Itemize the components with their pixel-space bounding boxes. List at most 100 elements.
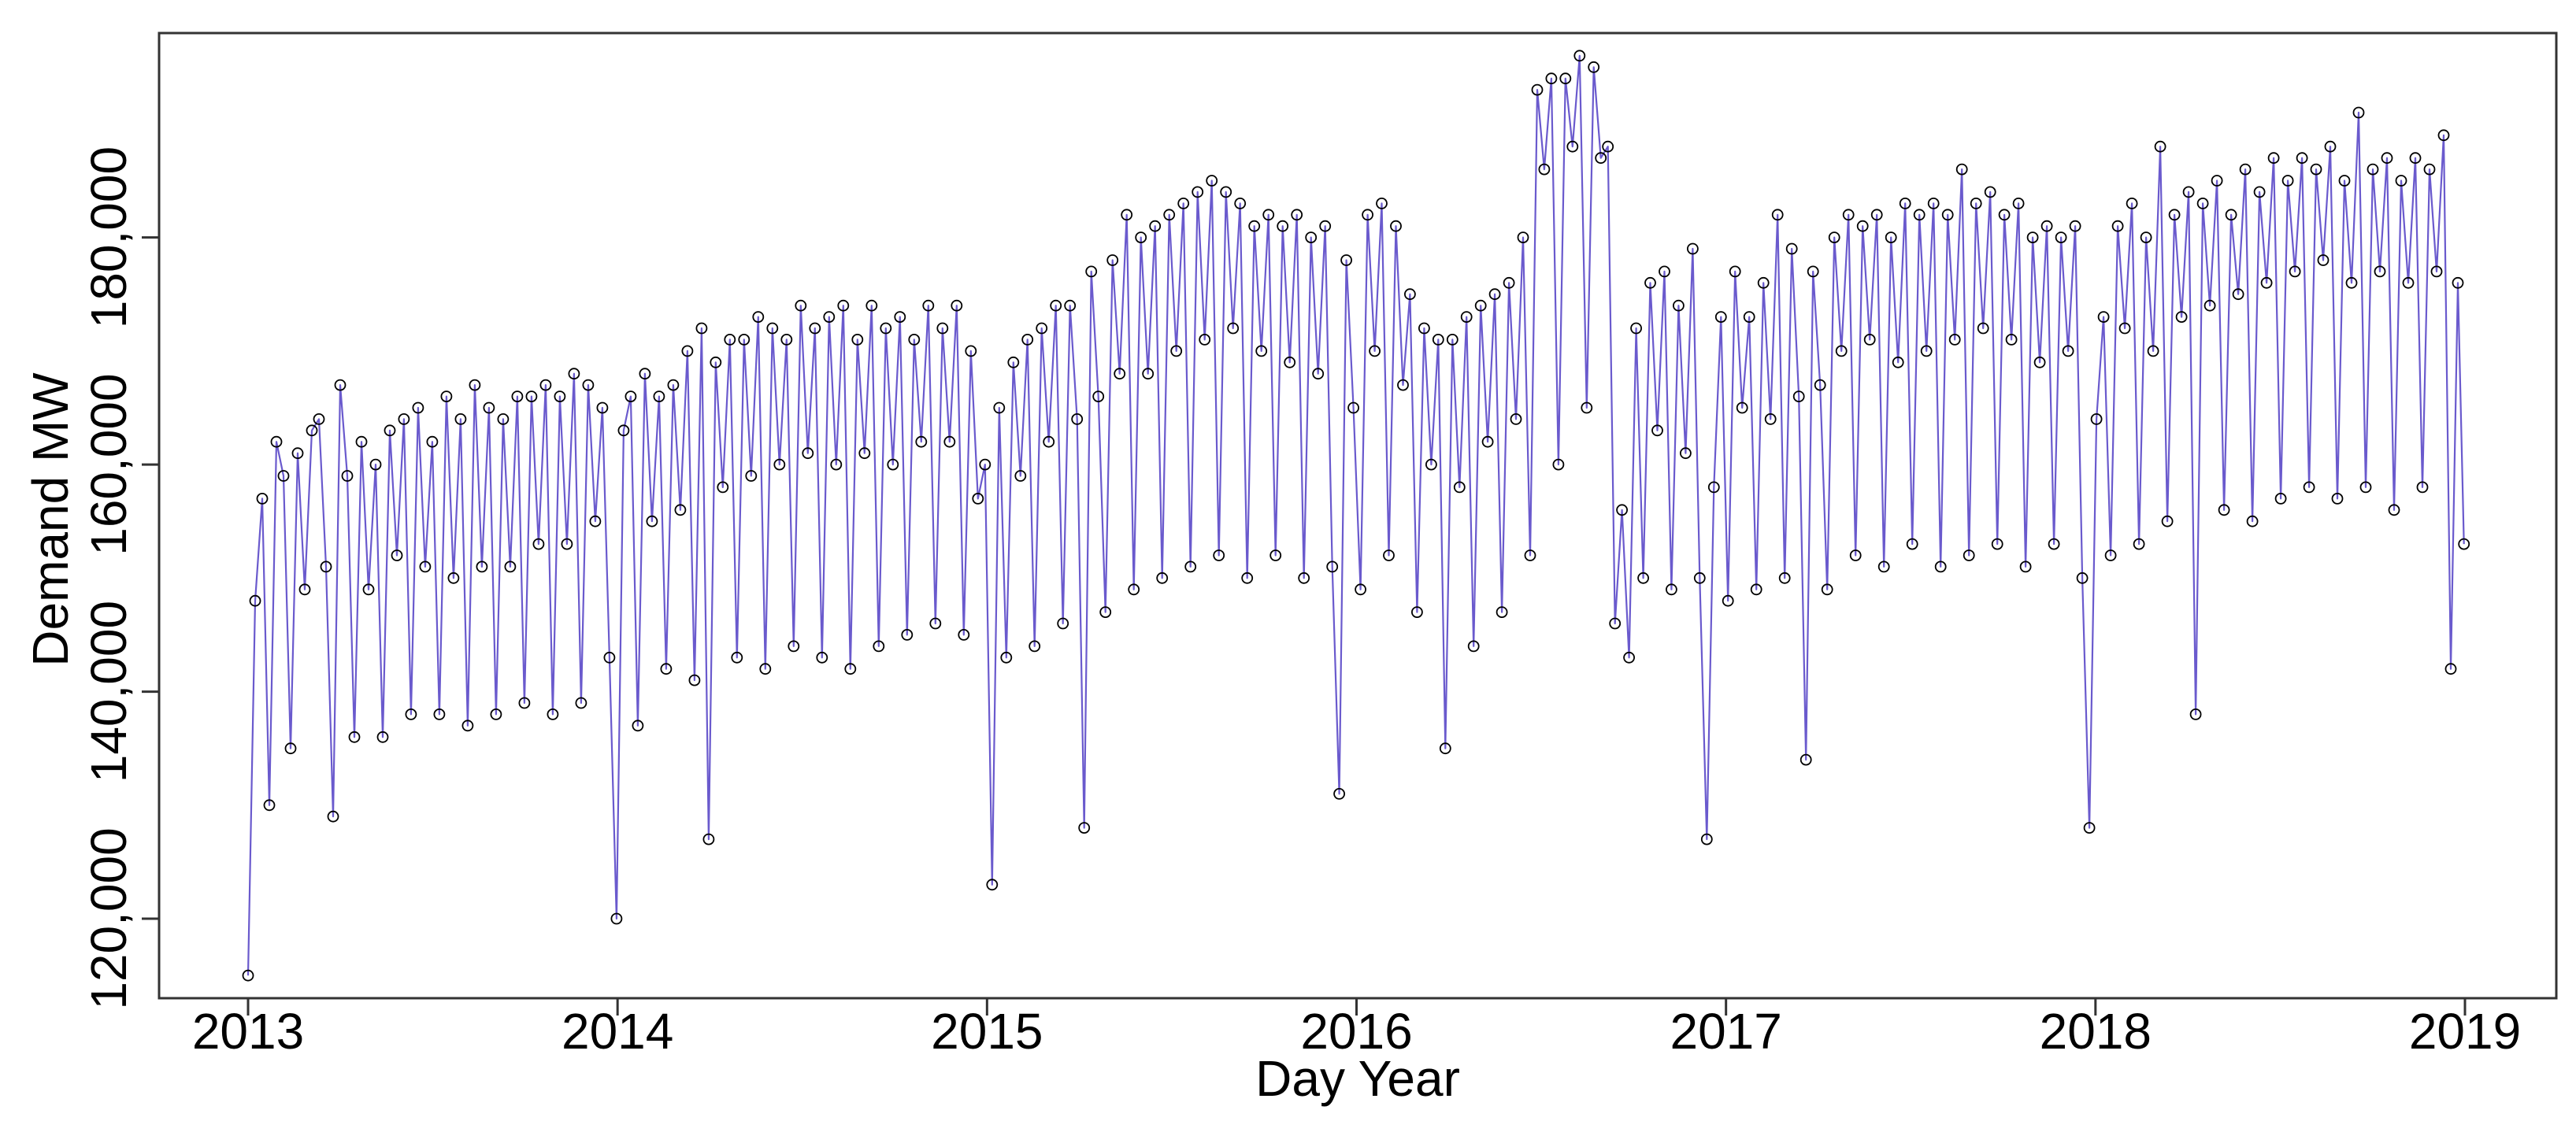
data-point (1284, 356, 1296, 368)
data-point (1312, 368, 1325, 380)
x-tick-label: 2015 (931, 1003, 1043, 1060)
data-point (412, 401, 424, 414)
data-point (362, 583, 375, 596)
data-point (816, 651, 828, 664)
data-point (1998, 209, 2011, 221)
data-point (1347, 401, 1359, 414)
x-tick-label: 2014 (562, 1003, 673, 1060)
data-point (1814, 379, 1826, 391)
data-point (681, 345, 694, 357)
data-point (2033, 356, 2046, 368)
data-point (646, 515, 658, 527)
data-point (2175, 311, 2188, 324)
data-point (1581, 401, 1593, 414)
data-point (1404, 288, 1416, 301)
data-point (2395, 175, 2407, 187)
data-point (610, 912, 623, 925)
data-point (1192, 186, 1204, 198)
data-point (1757, 276, 1770, 289)
data-point (972, 493, 984, 505)
data-point (1665, 583, 1677, 596)
data-point (539, 379, 552, 391)
data-point (1700, 833, 1713, 845)
data-point (284, 742, 297, 755)
data-point (532, 538, 545, 550)
y-axis: 120,000 140,000 160,000 180,000 (80, 146, 161, 1010)
data-point (2430, 265, 2443, 278)
data-point (277, 470, 290, 482)
data-point (1672, 299, 1685, 312)
data-point (2331, 493, 2344, 505)
data-point (575, 697, 587, 709)
data-point (454, 413, 467, 425)
data-point (795, 299, 807, 312)
data-point (2232, 288, 2244, 301)
x-tick-label: 2013 (192, 1003, 304, 1060)
data-point (2012, 197, 2025, 209)
data-point (1538, 163, 1551, 176)
data-point (2026, 231, 2039, 244)
data-point (936, 322, 949, 335)
data-point (440, 390, 453, 403)
data-point (476, 560, 488, 573)
data-point (2126, 197, 2138, 209)
data-point (1291, 209, 1303, 221)
data-point (1630, 322, 1643, 335)
data-point (1411, 606, 1423, 618)
data-point (2040, 220, 2053, 232)
data-point (1595, 152, 1607, 165)
data-point (1510, 413, 1522, 425)
data-point (348, 731, 361, 743)
data-point (1376, 197, 1388, 209)
data-point (263, 799, 276, 812)
data-point (376, 731, 389, 743)
data-point (2388, 504, 2400, 516)
data-point (1418, 322, 1430, 335)
y-axis-title: Demand MW (22, 372, 79, 667)
data-point (270, 435, 283, 448)
data-point (1043, 435, 1055, 448)
data-point (1885, 231, 1897, 244)
data-point (554, 390, 566, 403)
data-point (766, 322, 779, 335)
data-point (1163, 209, 1176, 221)
data-point (1792, 390, 1805, 403)
data-point (922, 299, 935, 312)
data-point (1340, 254, 1352, 266)
data-point (724, 333, 736, 346)
x-tick-label: 2017 (1670, 1003, 1781, 1060)
data-point (1842, 209, 1855, 221)
data-point (1213, 549, 1225, 561)
y-tick-label: 140,000 (80, 601, 137, 782)
data-point (1807, 265, 1819, 278)
data-point (802, 447, 814, 460)
data-point (1390, 220, 1402, 232)
data-point (1778, 572, 1791, 584)
data-point (695, 322, 708, 335)
x-axis: 2013 2014 2015 2016 2017 2018 2019 (192, 997, 2521, 1060)
data-point (1856, 220, 1869, 232)
data-point (1496, 606, 1508, 618)
data-point (1029, 640, 1041, 653)
data-point (830, 458, 843, 471)
data-point (1106, 254, 1119, 266)
x-tick-label: 2019 (2409, 1003, 2521, 1060)
data-point (1517, 231, 1529, 244)
data-point (384, 424, 396, 437)
data-point (561, 538, 573, 550)
data-point (1007, 356, 1020, 368)
data-point (1877, 560, 1890, 573)
data-point (986, 879, 999, 891)
data-point (2416, 481, 2429, 494)
data-point (461, 720, 474, 732)
data-point (979, 458, 991, 471)
data-point (2260, 276, 2273, 289)
data-point (667, 379, 680, 391)
data-point (788, 640, 800, 653)
data-point (2048, 538, 2060, 550)
data-point (1474, 299, 1487, 312)
data-point (327, 810, 339, 823)
data-point (298, 583, 311, 596)
